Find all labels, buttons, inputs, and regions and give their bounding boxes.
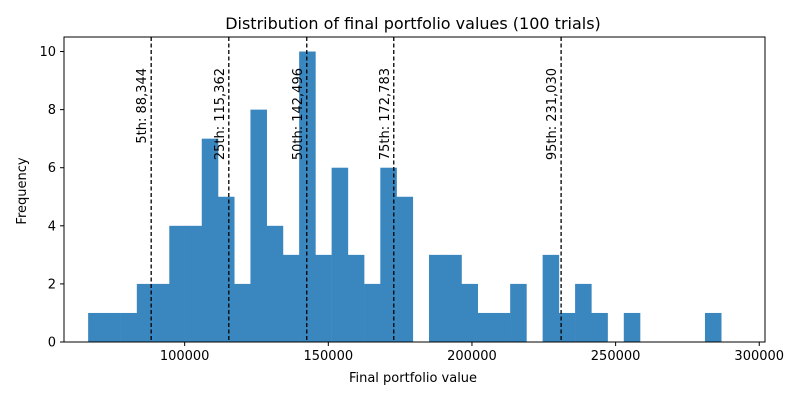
histogram-bar — [704, 312, 722, 342]
histogram-bar — [429, 254, 446, 342]
histogram-bar — [347, 254, 365, 342]
plot-area: 5th: 88,344 25th: 115,362 50th: 142,496 75t… — [39, 36, 784, 364]
percentile-label: 25th: 115,362 — [213, 68, 228, 160]
chart-title: Distribution of final portfolio values (… — [225, 14, 601, 33]
y-tick-label: 4 — [48, 219, 56, 234]
percentile-label: 75th: 172,783 — [378, 68, 393, 160]
y-tick-label: 0 — [48, 336, 56, 351]
histogram-bar — [234, 283, 251, 342]
y-tick-label: 8 — [48, 103, 56, 118]
percentile-label: 50th: 142,496 — [291, 68, 306, 160]
histogram-bar — [299, 51, 316, 343]
histogram-bar — [380, 167, 397, 342]
histogram-bar — [461, 283, 478, 342]
histogram-bar — [477, 312, 495, 342]
x-tick-label: 100000 — [160, 349, 210, 364]
y-axis-label: Frequency — [15, 157, 30, 224]
histogram-bar — [591, 312, 608, 342]
histogram-bar — [558, 312, 576, 342]
histogram-bar — [266, 225, 284, 342]
histogram-bar — [493, 312, 511, 342]
histogram-bar — [136, 283, 154, 342]
y-tick-label: 6 — [48, 161, 56, 176]
x-tick-label: 150000 — [303, 349, 353, 364]
percentile-label: 5th: 88,344 — [135, 68, 150, 144]
histogram-bar — [282, 254, 300, 342]
histogram-bar — [250, 109, 267, 343]
histogram-bar — [104, 312, 121, 342]
x-axis-label: Final portfolio value — [349, 371, 477, 386]
histogram-bar — [623, 312, 641, 342]
histogram-bar — [315, 254, 332, 342]
histogram-bar — [169, 225, 186, 342]
histogram-bar — [542, 254, 560, 342]
histogram-bar — [331, 167, 349, 342]
histogram-bar — [575, 283, 592, 342]
histogram-bar — [396, 196, 414, 342]
histogram-bar — [201, 138, 219, 342]
y-tick-label: 2 — [48, 277, 56, 292]
histogram-bar — [364, 283, 381, 342]
x-tick-label: 250000 — [591, 349, 641, 364]
histogram-bar — [185, 225, 203, 342]
histogram-bar — [445, 254, 462, 342]
plot-frame — [63, 36, 766, 343]
histogram-bar — [153, 283, 170, 342]
histogram-bar — [88, 312, 105, 342]
histogram-bar — [217, 196, 235, 342]
histogram-bar — [120, 312, 138, 342]
x-tick-label: 300000 — [734, 349, 784, 364]
x-tick-label: 200000 — [447, 349, 497, 364]
y-tick-label: 10 — [39, 45, 56, 60]
histogram-bar — [510, 283, 527, 342]
percentile-label: 95th: 231,030 — [545, 68, 560, 160]
